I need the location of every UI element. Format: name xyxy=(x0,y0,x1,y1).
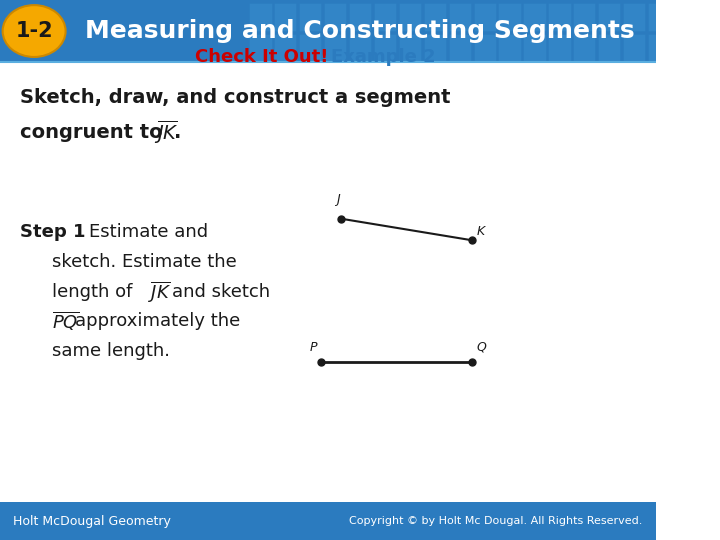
FancyBboxPatch shape xyxy=(423,34,446,62)
Text: Q: Q xyxy=(477,341,487,354)
FancyBboxPatch shape xyxy=(374,34,396,62)
FancyBboxPatch shape xyxy=(449,34,471,62)
FancyBboxPatch shape xyxy=(474,34,496,62)
FancyBboxPatch shape xyxy=(299,34,321,62)
Circle shape xyxy=(3,5,66,57)
FancyBboxPatch shape xyxy=(523,34,546,62)
Text: congruent to: congruent to xyxy=(19,123,169,142)
FancyBboxPatch shape xyxy=(548,3,570,31)
Text: $\overline{JK}$: $\overline{JK}$ xyxy=(148,279,171,304)
FancyBboxPatch shape xyxy=(673,34,696,62)
FancyBboxPatch shape xyxy=(523,3,546,31)
Text: K: K xyxy=(477,225,485,238)
FancyBboxPatch shape xyxy=(648,3,670,31)
FancyBboxPatch shape xyxy=(299,3,321,31)
FancyBboxPatch shape xyxy=(648,34,670,62)
FancyBboxPatch shape xyxy=(498,3,521,31)
Text: .: . xyxy=(174,123,181,142)
Text: 1-2: 1-2 xyxy=(15,21,53,41)
FancyBboxPatch shape xyxy=(598,34,621,62)
FancyBboxPatch shape xyxy=(673,3,696,31)
Text: Estimate and: Estimate and xyxy=(89,223,207,241)
Text: $\overline{PQ}$: $\overline{PQ}$ xyxy=(53,310,79,333)
Text: sketch. Estimate the: sketch. Estimate the xyxy=(53,253,237,271)
FancyBboxPatch shape xyxy=(249,3,271,31)
FancyBboxPatch shape xyxy=(423,3,446,31)
FancyBboxPatch shape xyxy=(623,34,645,62)
FancyBboxPatch shape xyxy=(573,3,595,31)
FancyBboxPatch shape xyxy=(399,3,421,31)
Text: Sketch, draw, and construct a segment: Sketch, draw, and construct a segment xyxy=(19,87,450,107)
FancyBboxPatch shape xyxy=(0,0,656,62)
Text: same length.: same length. xyxy=(53,342,171,360)
FancyBboxPatch shape xyxy=(548,34,570,62)
FancyBboxPatch shape xyxy=(474,3,496,31)
FancyBboxPatch shape xyxy=(324,3,346,31)
Text: J: J xyxy=(336,193,341,206)
Text: Holt McDougal Geometry: Holt McDougal Geometry xyxy=(13,515,171,528)
Text: and sketch: and sketch xyxy=(172,282,270,301)
FancyBboxPatch shape xyxy=(449,3,471,31)
FancyBboxPatch shape xyxy=(573,34,595,62)
FancyBboxPatch shape xyxy=(249,34,271,62)
Text: P: P xyxy=(310,341,317,354)
FancyBboxPatch shape xyxy=(623,3,645,31)
FancyBboxPatch shape xyxy=(349,3,372,31)
FancyBboxPatch shape xyxy=(399,34,421,62)
Text: Example 2: Example 2 xyxy=(331,48,436,66)
Text: Copyright © by Holt Mc Dougal. All Rights Reserved.: Copyright © by Holt Mc Dougal. All Right… xyxy=(349,516,643,526)
FancyBboxPatch shape xyxy=(0,502,656,540)
FancyBboxPatch shape xyxy=(324,34,346,62)
FancyBboxPatch shape xyxy=(598,3,621,31)
Text: Measuring and Constructing Segments: Measuring and Constructing Segments xyxy=(85,19,635,43)
Text: Check It Out!: Check It Out! xyxy=(194,48,328,66)
FancyBboxPatch shape xyxy=(498,34,521,62)
Text: $\overline{JK}$: $\overline{JK}$ xyxy=(154,118,179,146)
Text: length of: length of xyxy=(53,282,138,301)
Text: Step 1: Step 1 xyxy=(19,223,85,241)
FancyBboxPatch shape xyxy=(349,34,372,62)
Text: approximately the: approximately the xyxy=(76,312,240,330)
FancyBboxPatch shape xyxy=(374,3,396,31)
FancyBboxPatch shape xyxy=(274,3,297,31)
FancyBboxPatch shape xyxy=(274,34,297,62)
